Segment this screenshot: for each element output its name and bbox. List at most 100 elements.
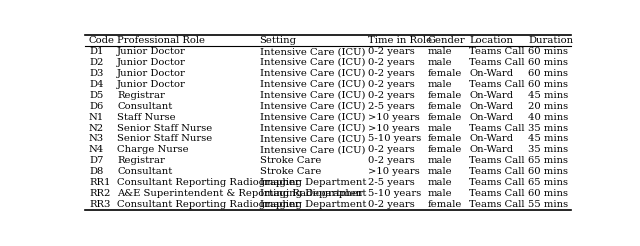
- Text: Registrar: Registrar: [117, 91, 165, 100]
- Text: 65 mins: 65 mins: [529, 156, 568, 165]
- Text: Intensive Care (ICU): Intensive Care (ICU): [260, 123, 365, 133]
- Text: male: male: [428, 58, 452, 67]
- Text: male: male: [428, 167, 452, 176]
- Text: 60 mins: 60 mins: [529, 167, 568, 176]
- Text: Teams Call: Teams Call: [469, 156, 525, 165]
- Text: Senior Staff Nurse: Senior Staff Nurse: [117, 135, 212, 143]
- Text: >10 years: >10 years: [368, 113, 420, 122]
- Text: 60 mins: 60 mins: [529, 47, 568, 56]
- Text: Junior Doctor: Junior Doctor: [117, 58, 186, 67]
- Text: Intensive Care (ICU): Intensive Care (ICU): [260, 113, 365, 122]
- Text: Staff Nurse: Staff Nurse: [117, 113, 176, 122]
- Text: female: female: [428, 200, 462, 209]
- Text: Professional Role: Professional Role: [117, 36, 205, 45]
- Text: D5: D5: [89, 91, 103, 100]
- Text: D6: D6: [89, 102, 103, 111]
- Text: female: female: [428, 113, 462, 122]
- Text: 5-10 years: 5-10 years: [368, 189, 421, 198]
- Text: Intensive Care (ICU): Intensive Care (ICU): [260, 145, 365, 154]
- Text: Teams Call: Teams Call: [469, 47, 525, 56]
- Text: RR3: RR3: [89, 200, 110, 209]
- Text: Intensive Care (ICU): Intensive Care (ICU): [260, 80, 365, 89]
- Text: Junior Doctor: Junior Doctor: [117, 80, 186, 89]
- Text: 0-2 years: 0-2 years: [368, 91, 415, 100]
- Text: 2-5 years: 2-5 years: [368, 178, 415, 187]
- Text: >10 years: >10 years: [368, 167, 420, 176]
- Text: male: male: [428, 80, 452, 89]
- Text: On-Ward: On-Ward: [469, 91, 513, 100]
- Text: Intensive Care (ICU): Intensive Care (ICU): [260, 91, 365, 100]
- Text: D4: D4: [89, 80, 104, 89]
- Text: Imaging Department: Imaging Department: [260, 189, 366, 198]
- Text: 0-2 years: 0-2 years: [368, 200, 415, 209]
- Text: male: male: [428, 178, 452, 187]
- Text: N3: N3: [89, 135, 104, 143]
- Text: male: male: [428, 123, 452, 133]
- Text: 0-2 years: 0-2 years: [368, 145, 415, 154]
- Text: Intensive Care (ICU): Intensive Care (ICU): [260, 58, 365, 67]
- Text: 60 mins: 60 mins: [529, 189, 568, 198]
- Text: Duration: Duration: [529, 36, 573, 45]
- Text: Consultant: Consultant: [117, 102, 173, 111]
- Text: Intensive Care (ICU): Intensive Care (ICU): [260, 47, 365, 56]
- Text: Intensive Care (ICU): Intensive Care (ICU): [260, 102, 365, 111]
- Text: RR2: RR2: [89, 189, 110, 198]
- Text: Imaging Department: Imaging Department: [260, 200, 366, 209]
- Text: Intensive Care (ICU): Intensive Care (ICU): [260, 69, 365, 78]
- Text: D8: D8: [89, 167, 103, 176]
- Text: female: female: [428, 135, 462, 143]
- Text: Consultant Reporting Radiographer: Consultant Reporting Radiographer: [117, 200, 300, 209]
- Text: Consultant: Consultant: [117, 167, 173, 176]
- Text: 0-2 years: 0-2 years: [368, 69, 415, 78]
- Text: Code: Code: [89, 36, 115, 45]
- Text: Teams Call: Teams Call: [469, 167, 525, 176]
- Text: D7: D7: [89, 156, 103, 165]
- Text: Gender: Gender: [428, 36, 465, 45]
- Text: On-Ward: On-Ward: [469, 135, 513, 143]
- Text: On-Ward: On-Ward: [469, 113, 513, 122]
- Text: female: female: [428, 69, 462, 78]
- Text: N4: N4: [89, 145, 104, 154]
- Text: Charge Nurse: Charge Nurse: [117, 145, 189, 154]
- Text: Location: Location: [469, 36, 513, 45]
- Text: 60 mins: 60 mins: [529, 69, 568, 78]
- Text: Teams Call: Teams Call: [469, 189, 525, 198]
- Text: Setting: Setting: [260, 36, 296, 45]
- Text: 40 mins: 40 mins: [529, 113, 569, 122]
- Text: 60 mins: 60 mins: [529, 80, 568, 89]
- Text: Teams Call: Teams Call: [469, 58, 525, 67]
- Text: Stroke Care: Stroke Care: [260, 167, 321, 176]
- Text: >10 years: >10 years: [368, 123, 420, 133]
- Text: 0-2 years: 0-2 years: [368, 80, 415, 89]
- Text: 0-2 years: 0-2 years: [368, 156, 415, 165]
- Text: male: male: [428, 47, 452, 56]
- Text: 2-5 years: 2-5 years: [368, 102, 415, 111]
- Text: Junior Doctor: Junior Doctor: [117, 69, 186, 78]
- Text: female: female: [428, 91, 462, 100]
- Text: D3: D3: [89, 69, 103, 78]
- Text: Teams Call: Teams Call: [469, 80, 525, 89]
- Text: Registrar: Registrar: [117, 156, 165, 165]
- Text: 65 mins: 65 mins: [529, 178, 568, 187]
- Text: 20 mins: 20 mins: [529, 102, 568, 111]
- Text: D2: D2: [89, 58, 103, 67]
- Text: Teams Call: Teams Call: [469, 178, 525, 187]
- Text: male: male: [428, 189, 452, 198]
- Text: RR1: RR1: [89, 178, 111, 187]
- Text: Teams Call: Teams Call: [469, 200, 525, 209]
- Text: N1: N1: [89, 113, 104, 122]
- Text: 45 mins: 45 mins: [529, 135, 569, 143]
- Text: N2: N2: [89, 123, 104, 133]
- Text: female: female: [428, 102, 462, 111]
- Text: 0-2 years: 0-2 years: [368, 58, 415, 67]
- Text: Time in Role: Time in Role: [368, 36, 432, 45]
- Text: Intensive Care (ICU): Intensive Care (ICU): [260, 135, 365, 143]
- Text: 60 mins: 60 mins: [529, 58, 568, 67]
- Text: Stroke Care: Stroke Care: [260, 156, 321, 165]
- Text: On-Ward: On-Ward: [469, 69, 513, 78]
- Text: female: female: [428, 145, 462, 154]
- Text: D1: D1: [89, 47, 104, 56]
- Text: 5-10 years: 5-10 years: [368, 135, 421, 143]
- Text: 0-2 years: 0-2 years: [368, 47, 415, 56]
- Text: 55 mins: 55 mins: [529, 200, 568, 209]
